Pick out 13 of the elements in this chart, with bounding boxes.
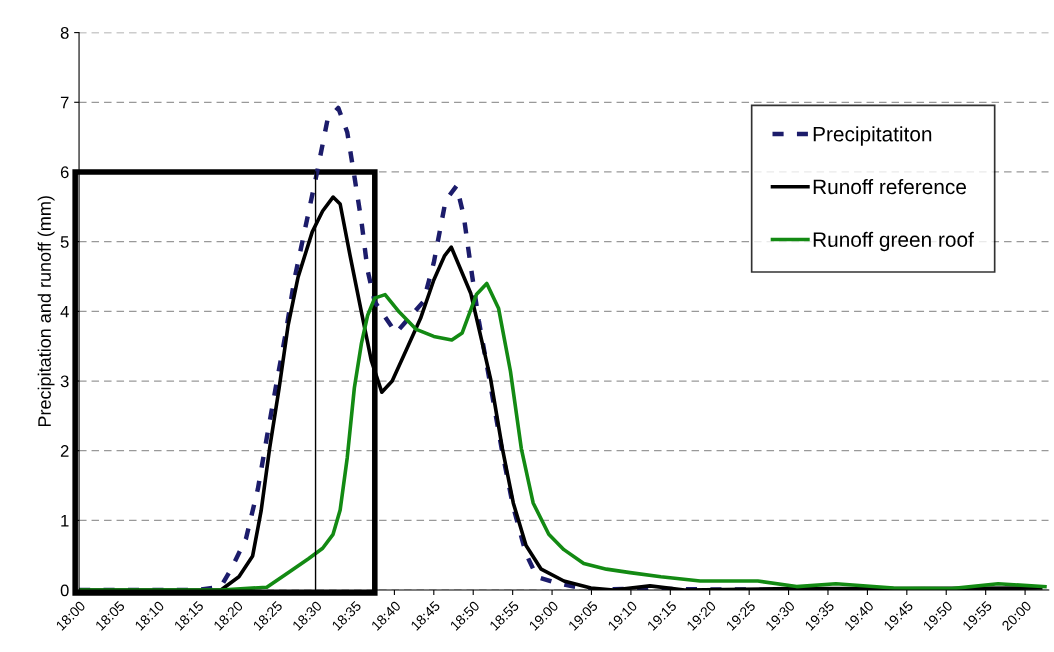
- y-tick-label: 7: [60, 96, 69, 109]
- y-axis-title: Precipitation and runoff (mm): [37, 196, 55, 427]
- legend-label: Runoff green roof: [813, 231, 974, 252]
- y-tick-label: 8: [60, 27, 69, 39]
- legend-label: Runoff reference: [813, 179, 966, 195]
- y-tick-label: 4: [60, 305, 69, 318]
- y-tick-label: 3: [60, 375, 69, 388]
- y-tick-label: 0: [60, 584, 69, 597]
- y-tick-label: 2: [60, 445, 69, 457]
- y-tick-label: 6: [60, 166, 69, 179]
- y-tick-label: 1: [61, 514, 69, 527]
- y-tick-label: 5: [60, 236, 69, 248]
- legend-label: Precipitatiton: [813, 126, 932, 146]
